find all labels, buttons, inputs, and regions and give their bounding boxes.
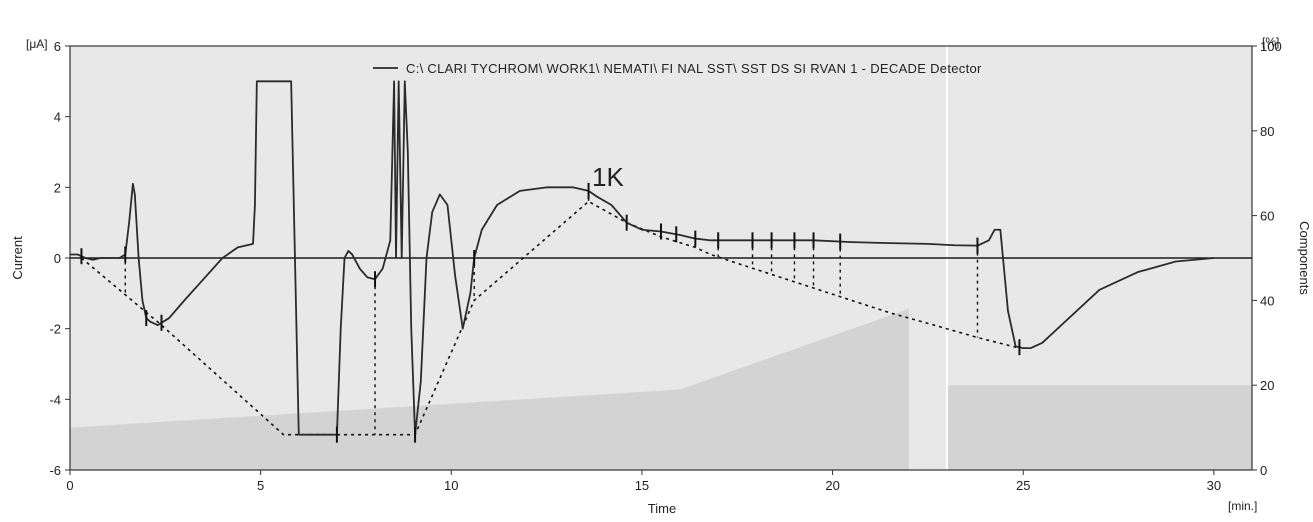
y2-axis-title: Components [1297, 221, 1312, 295]
x-tick-label: 30 [1207, 478, 1221, 493]
y2-tick-label: 20 [1260, 378, 1274, 393]
x-axis-title: Time [648, 501, 676, 516]
gradient-fill-segment [946, 385, 1252, 470]
y2-tick-label: 0 [1260, 463, 1267, 478]
y-tick-label: 6 [54, 39, 61, 54]
x-tick-label: 20 [825, 478, 839, 493]
y2-tick-label: 80 [1260, 124, 1274, 139]
x-tick-label: 0 [66, 478, 73, 493]
y-tick-label: 2 [54, 180, 61, 195]
y-tick-label: -2 [49, 322, 61, 337]
y-tick-label: -4 [49, 392, 61, 407]
legend: C:\ CLARI TYCHROM\ WORK1\ NEMATI\ FI NAL… [373, 61, 982, 76]
detector-trace [70, 80, 1214, 436]
marks-layer [70, 80, 1214, 443]
y2-tick-label: 100 [1260, 39, 1282, 54]
x-unit-label: [min.] [1228, 499, 1257, 513]
x-tick-label: 10 [444, 478, 458, 493]
y-unit-label: [μA] [26, 37, 48, 51]
y-axis-title: Current [10, 236, 25, 280]
gradient-fill-segment [70, 308, 909, 470]
y2-tick-label: 40 [1260, 293, 1274, 308]
legend-label: C:\ CLARI TYCHROM\ WORK1\ NEMATI\ FI NAL… [406, 61, 982, 76]
x-tick-label: 5 [257, 478, 264, 493]
y-tick-label: -6 [49, 463, 61, 478]
y-tick-label: 0 [54, 251, 61, 266]
y2-unit-label: [%] [1262, 35, 1279, 49]
annotation-1k: 1K [592, 162, 624, 192]
y2-tick-label: 60 [1260, 209, 1274, 224]
x-tick-label: 15 [635, 478, 649, 493]
x-tick-label: 25 [1016, 478, 1030, 493]
y-tick-label: 4 [54, 110, 61, 125]
